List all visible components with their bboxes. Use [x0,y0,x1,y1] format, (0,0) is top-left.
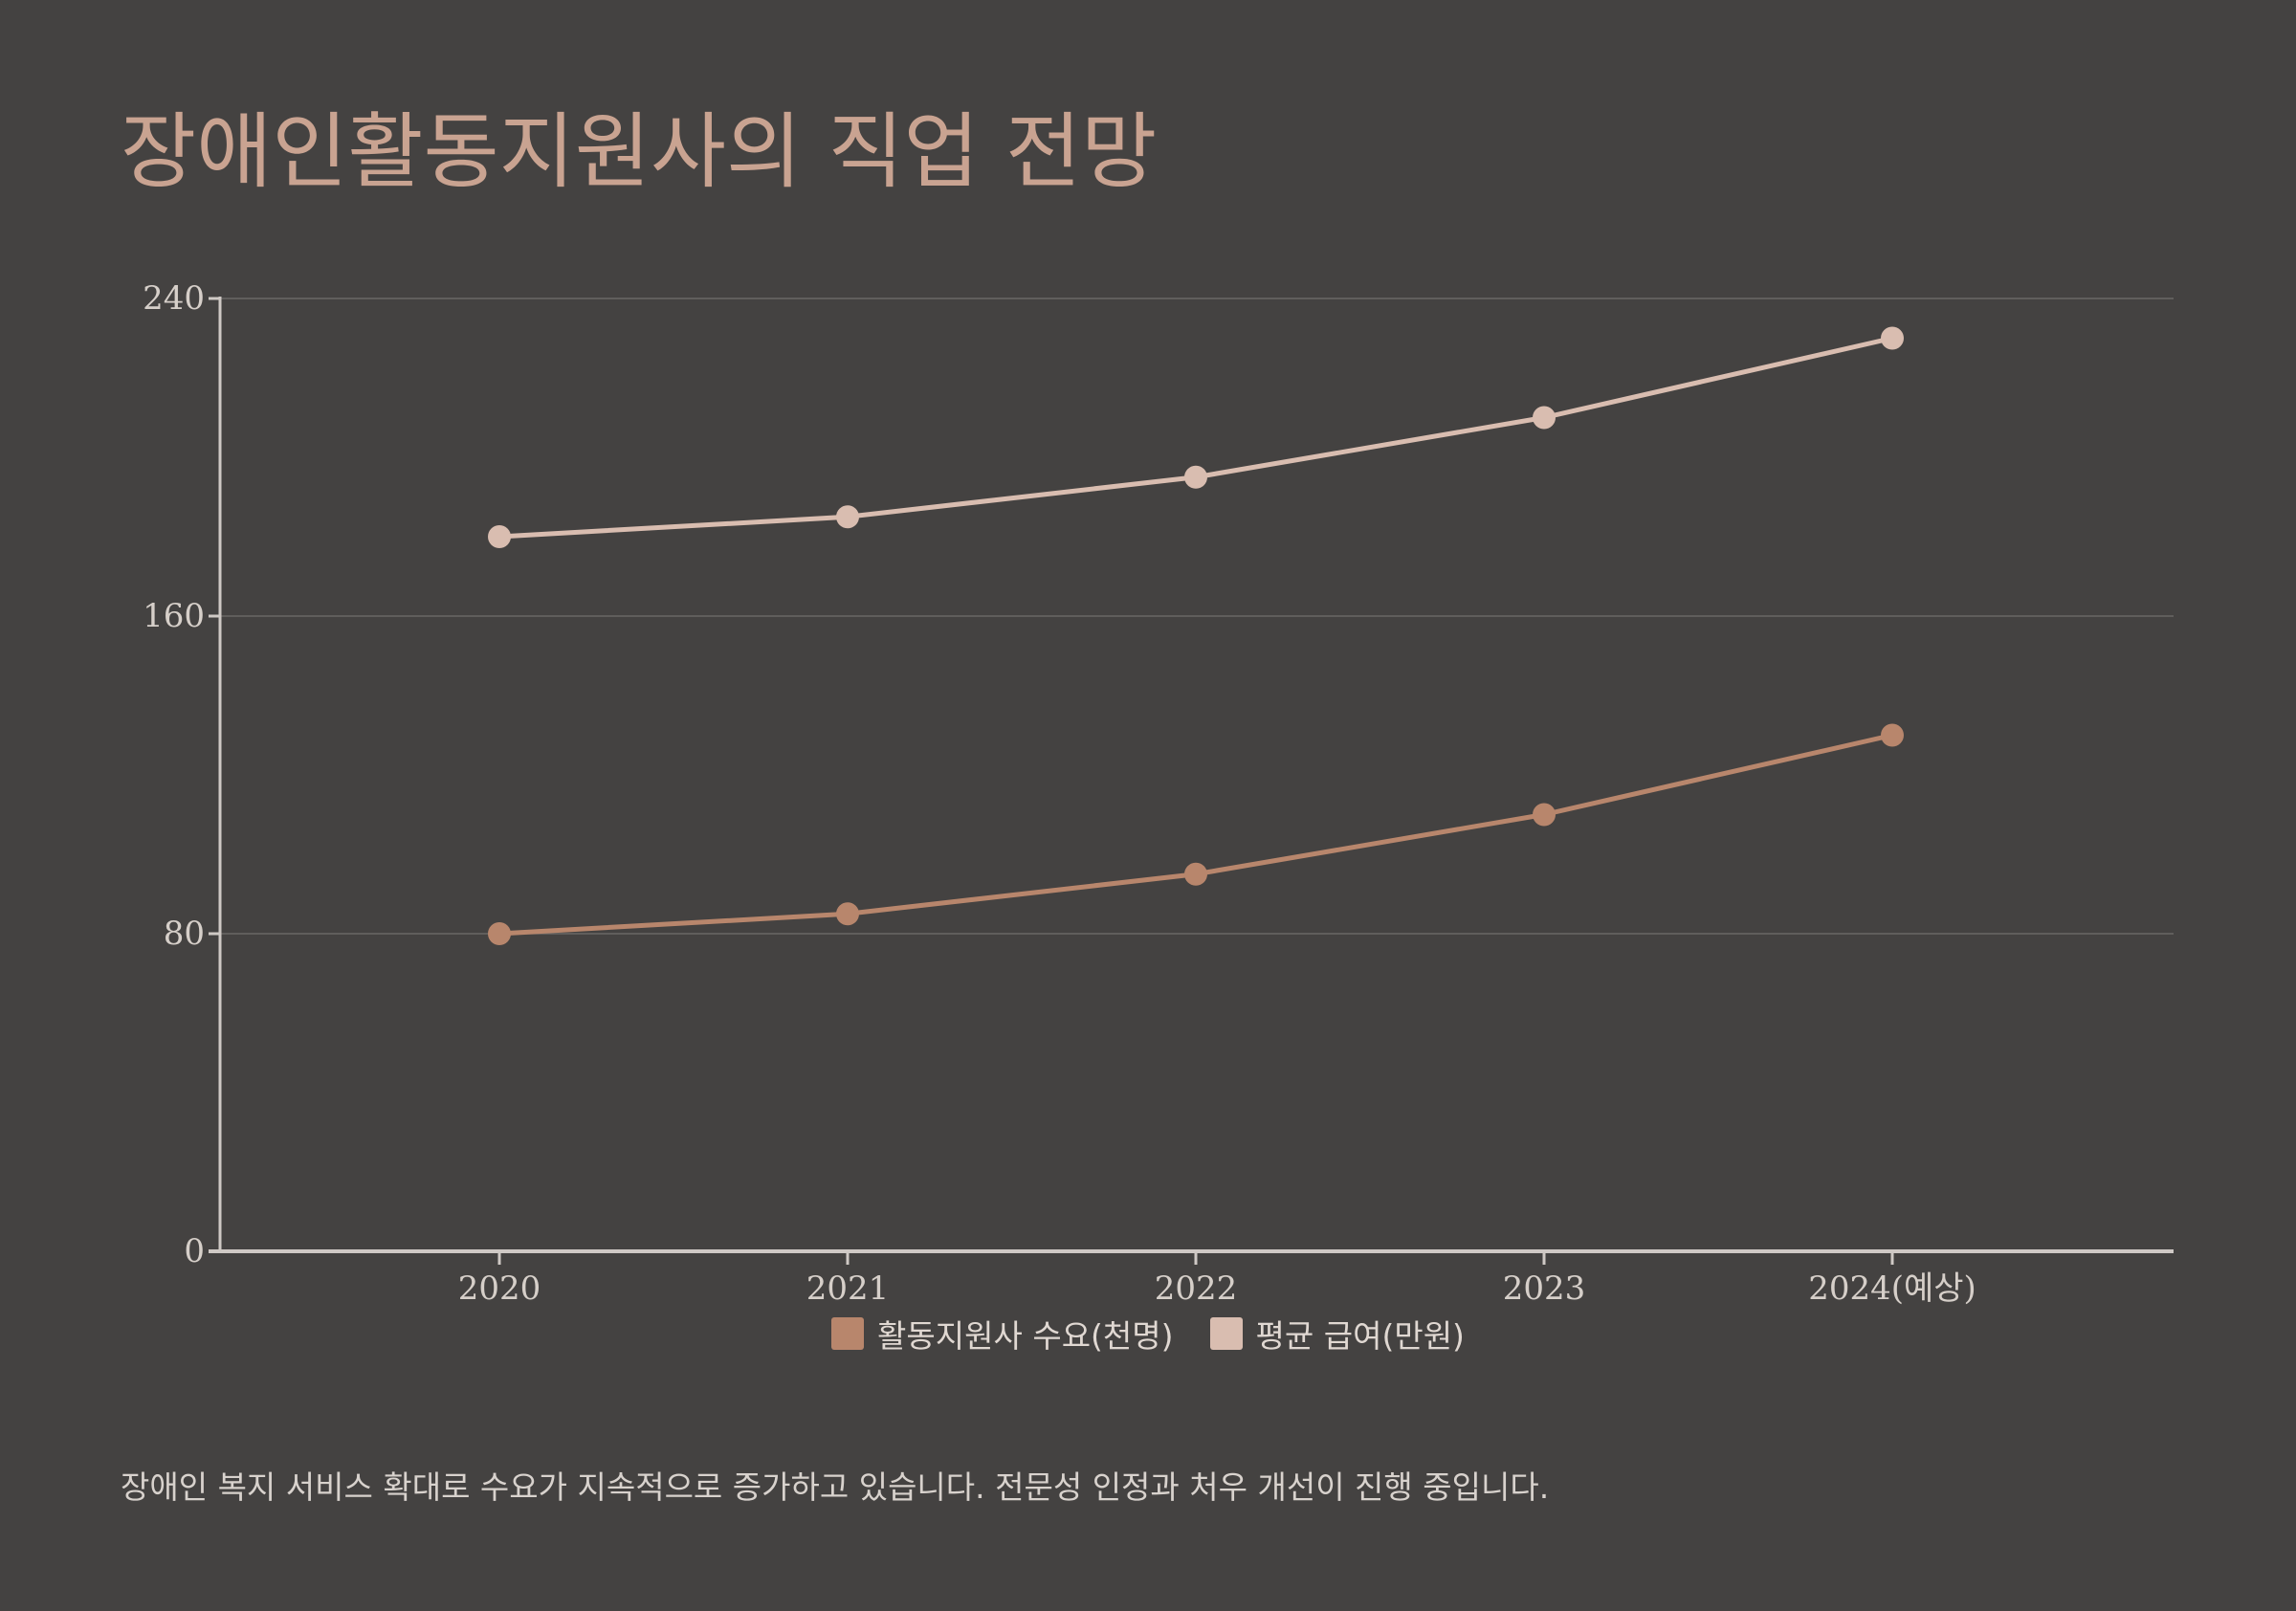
legend-item-demand[interactable]: 활동지원사 수요(천명) [831,1311,1174,1357]
data-point [1184,862,1207,886]
x-tick-label: 2021 [806,1269,890,1308]
x-tick-label: 2023 [1503,1269,1586,1308]
gridlines [220,298,2174,935]
y-tick-label: 80 [164,915,205,953]
y-tick-label: 240 [143,279,205,318]
x-tick-label: 2020 [458,1269,541,1308]
legend: 활동지원사 수요(천명) 평균 급여(만원) [0,1311,2296,1357]
x-tick-label: 2022 [1155,1269,1238,1308]
y-tick-label: 160 [143,597,205,635]
series-lines [488,326,1904,945]
data-point [836,505,859,529]
data-point [488,922,511,945]
axes: 0 80 160 240 2020 2021 2022 2023 2024(예상) [143,279,2174,1308]
data-point [1881,723,1904,747]
data-point [1881,326,1904,350]
legend-label-salary: 평균 급여(만원) [1255,1317,1465,1355]
series-line-0 [498,733,1893,937]
data-point [488,525,511,548]
legend-label-demand: 활동지원사 수요(천명) [877,1317,1174,1355]
legend-swatch-demand [831,1317,865,1350]
y-tick-label: 0 [184,1232,205,1270]
footnote: 장애인 복지 서비스 확대로 수요가 지속적으로 증가하고 있습니다. 전문성 … [121,1468,1550,1506]
page-title: 장애인활동지원사의 직업 전망 [121,104,1158,200]
legend-item-salary[interactable]: 평균 급여(만원) [1209,1311,1465,1357]
data-point [1533,406,1556,430]
data-point [1533,803,1556,827]
x-tick-label: 2024(예상) [1808,1269,1976,1308]
data-point [836,902,859,926]
series-line-1 [498,336,1893,540]
legend-swatch-salary [1209,1317,1243,1350]
data-point [1184,465,1207,489]
